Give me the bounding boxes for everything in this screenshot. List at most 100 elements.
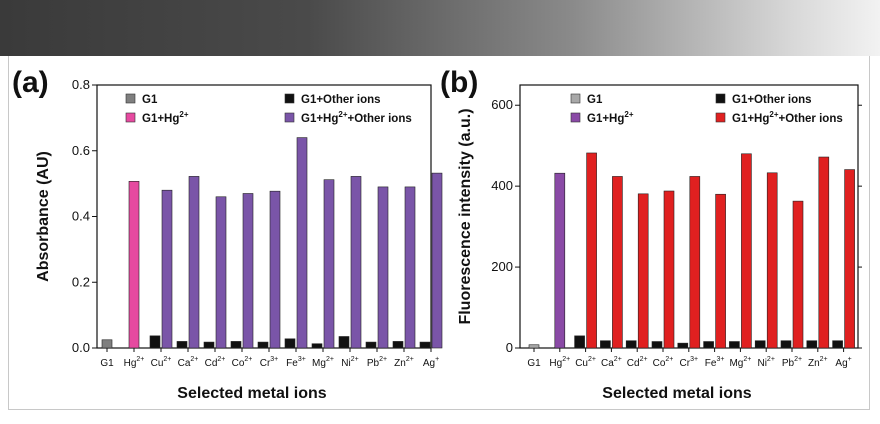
x-tick-label-cu: Cu2+ <box>151 356 172 369</box>
bar-g1-other-ions-co <box>230 341 242 349</box>
y-tick-label: 0.4 <box>72 209 90 224</box>
x-tick-label-mg: Mg2+ <box>312 356 334 369</box>
x-tick-label-hg: Hg2+ <box>549 356 570 369</box>
legend-swatch <box>715 112 726 123</box>
legend-label: G1 <box>587 94 603 106</box>
bar-g1-hg2-other-ions-fe <box>296 137 308 349</box>
bar-g1-g1 <box>101 339 113 349</box>
bar-g1-hg2--hg <box>128 181 140 349</box>
bar-g1-hg2-other-ions-ag <box>844 169 855 349</box>
x-tick-label-hg: Hg2+ <box>124 356 145 369</box>
x-tick-label-pb: Pb2+ <box>782 356 802 369</box>
y-tick-label: 600 <box>491 97 513 112</box>
x-tick-label-zn: Zn2+ <box>394 356 414 369</box>
legend-label: G1 <box>142 94 158 106</box>
y-axis-title: Absorbance (AU) <box>35 151 52 282</box>
chart-panel-a: (a) 0.0 0.2 0.4 0.6 0.8 Absorbance (AU) Selecte… <box>12 66 443 402</box>
bar-g1-other-ions-ag <box>419 341 431 349</box>
x-tick-label-ag: Ag+ <box>423 356 439 369</box>
x-tick-label-g1: G1 <box>527 358 541 369</box>
bar-g1-other-ions-fe <box>284 338 296 349</box>
bar-g1-other-ions-mg <box>311 343 323 349</box>
bar-g1-other-ions-cr <box>257 341 269 349</box>
bar-g1-hg2-other-ions-zn <box>818 156 830 349</box>
x-tick-label-ca: Ca2+ <box>178 356 199 369</box>
legend-swatch <box>284 112 295 123</box>
header-banner <box>0 0 880 56</box>
bar-g1-hg2-other-ions-ca <box>188 176 200 349</box>
legend-label: G1+Hg2+ <box>587 110 634 125</box>
y-tick-label: 0.2 <box>72 274 90 289</box>
y-tick-label: 0 <box>506 340 513 355</box>
x-tick-label-pb: Pb2+ <box>367 356 387 369</box>
bar-g1-other-ions-zn <box>392 341 404 349</box>
bar-g1-hg2-other-ions-zn <box>404 186 416 349</box>
legend-swatch <box>570 112 581 123</box>
figure-frame <box>8 56 870 410</box>
bar-g1-other-ions-co <box>651 341 663 349</box>
bar-g1-other-ions-pb <box>780 340 792 349</box>
x-tick-label-cd: Cd2+ <box>627 356 648 369</box>
legend-label: G1+Hg2++Other ions <box>301 110 412 125</box>
bar-g1-hg2-other-ions-ag <box>431 172 443 349</box>
panel-label: (b) <box>440 66 478 99</box>
y-axis-title: Fluorescence intensity (a.u.) <box>457 108 474 324</box>
bar-g1-other-ions-fe <box>703 341 714 349</box>
bar-g1-hg2-other-ions-co <box>242 193 254 349</box>
bar-g1-g1 <box>528 344 540 349</box>
x-tick-label-ni: Ni2+ <box>341 356 358 369</box>
bar-g1-hg2-other-ions-cr <box>689 176 701 349</box>
bar-g1-other-ions-zn <box>806 340 818 349</box>
legend-swatch <box>284 93 295 104</box>
bar-g1-other-ions-ni <box>338 336 350 349</box>
bar-g1-hg2-other-ions-co <box>663 190 675 349</box>
bar-g1-other-ions-ni <box>754 340 766 349</box>
legend-label: G1+Hg2++Other ions <box>732 110 843 125</box>
bar-g1-hg2--hg <box>554 172 566 349</box>
bar-g1-hg2-other-ions-fe <box>715 193 726 349</box>
bar-g1-other-ions-cd <box>625 340 637 349</box>
x-axis-title: Selected metal ions <box>602 385 751 402</box>
bar-g1-other-ions-pb <box>365 341 377 349</box>
bar-g1-hg2-other-ions-cd <box>215 196 227 349</box>
y-tick-label: 0.8 <box>72 77 90 92</box>
x-axis-title: Selected metal ions <box>177 385 326 402</box>
bar-g1-hg2-other-ions-cr <box>269 190 281 349</box>
bar-g1-hg2-other-ions-pb <box>792 200 804 349</box>
legend-label: G1+Other ions <box>301 94 381 106</box>
bar-g1-other-ions-ca <box>600 340 611 349</box>
x-tick-label-cd: Cd2+ <box>205 356 226 369</box>
x-tick-label-cr: Cr3+ <box>680 356 699 369</box>
legend: G1 G1+Hg2+ G1+Other ions G1+Hg2++Other ions <box>570 93 843 125</box>
legend-swatch <box>125 112 136 123</box>
bar-g1-hg2-other-ions-cu <box>161 189 173 349</box>
legend-label: G1+Other ions <box>732 94 812 106</box>
bar-g1-hg2-other-ions-ca <box>612 176 623 349</box>
bar-g1-hg2-other-ions-cu <box>586 152 597 349</box>
bar-g1-other-ions-mg <box>729 341 740 349</box>
x-tick-label-zn: Zn2+ <box>808 356 828 369</box>
legend-swatch <box>715 93 726 104</box>
y-tick-label: 200 <box>491 259 513 274</box>
legend-swatch <box>125 93 136 104</box>
bar-g1-hg2-other-ions-ni <box>350 176 362 349</box>
y-tick-label: 0.0 <box>72 340 90 355</box>
bar-g1-hg2-other-ions-pb <box>377 186 389 349</box>
bar-g1-other-ions-cd <box>203 341 215 349</box>
legend-swatch <box>570 93 581 104</box>
chart-panel-b: (b) 0 200 400 600 Fluorescence intensity (a.u… <box>440 66 862 402</box>
x-tick-label-fe: Fe3+ <box>705 356 725 369</box>
x-tick-label-mg: Mg2+ <box>729 356 751 369</box>
x-tick-label-ca: Ca2+ <box>601 356 622 369</box>
y-tick-label: 0.6 <box>72 143 90 158</box>
legend: G1 G1+Hg2+ G1+Other ions G1+Hg2++Other ions <box>125 93 412 125</box>
x-tick-label-co: Co2+ <box>232 356 253 369</box>
x-tick-label-ni: Ni2+ <box>757 356 774 369</box>
x-tick-label-cr: Cr3+ <box>260 356 279 369</box>
x-tick-label-ag: Ag+ <box>835 356 851 369</box>
y-tick-label: 400 <box>491 178 513 193</box>
bar-g1-hg2-other-ions-ni <box>766 172 778 349</box>
legend-label: G1+Hg2+ <box>142 110 189 125</box>
x-tick-label-g1: G1 <box>100 358 114 369</box>
